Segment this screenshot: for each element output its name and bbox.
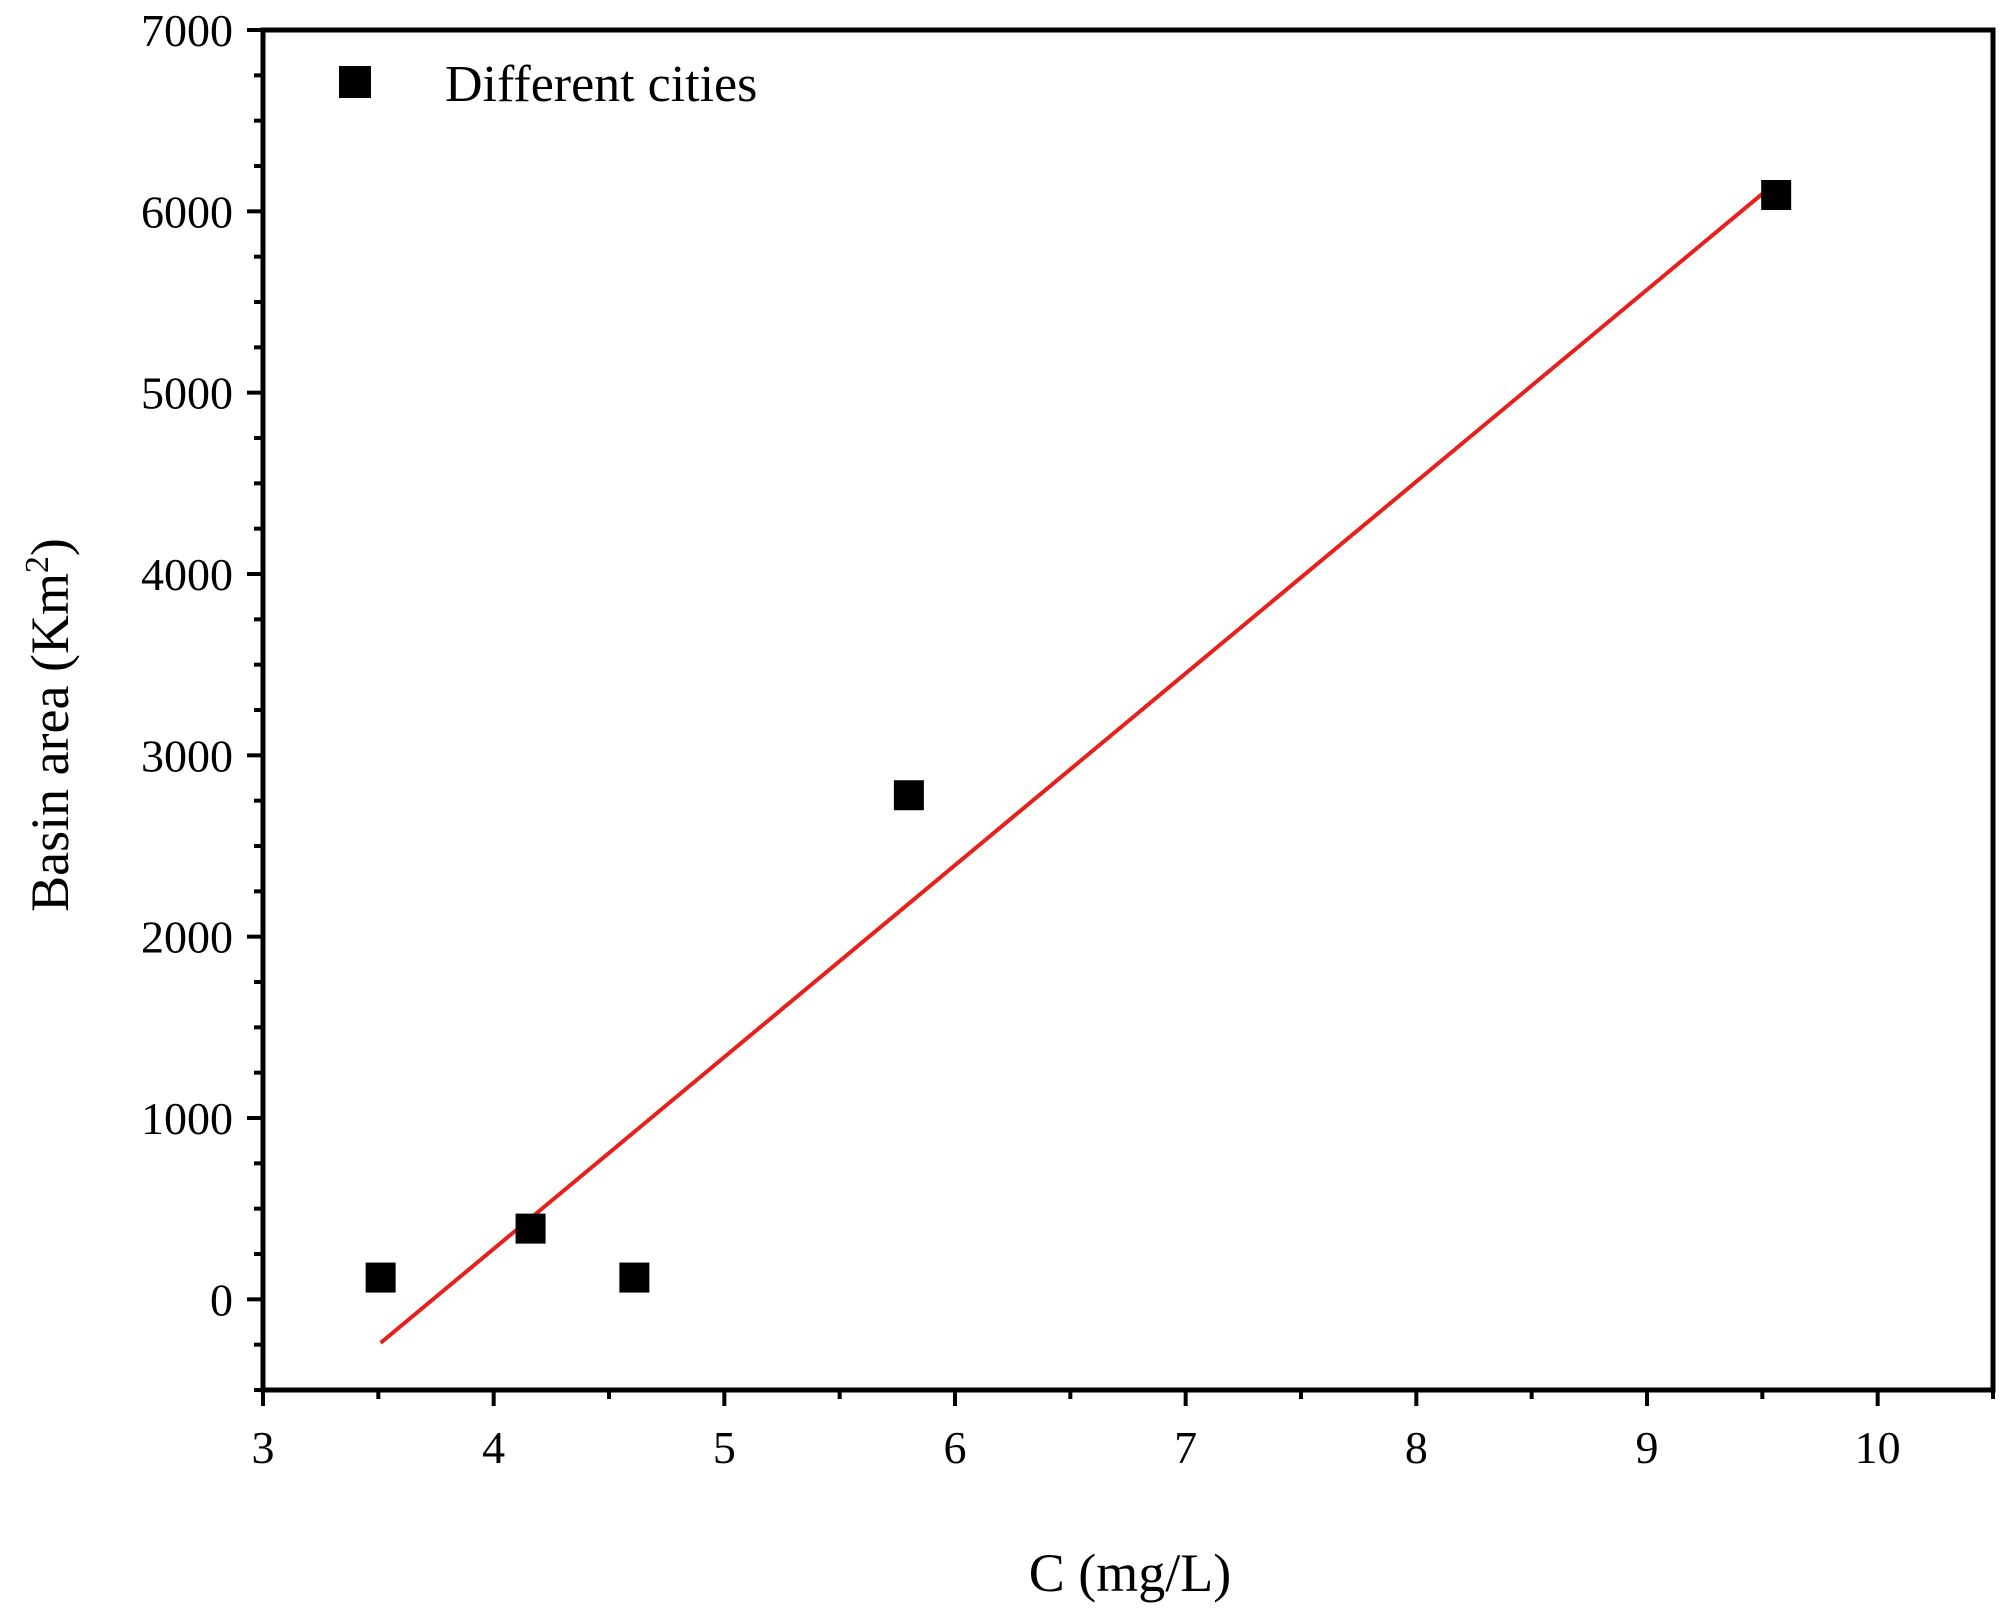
x-tick-label: 4	[482, 1422, 505, 1473]
y-tick-label: 5000	[141, 368, 233, 419]
y-axis-label: Basin area (Km2)	[19, 538, 80, 912]
x-tick-label: 6	[944, 1422, 967, 1473]
linear-fit-line	[379, 180, 1778, 1345]
x-axis-label: C (mg/L)	[1029, 1543, 1231, 1603]
data-point	[619, 1262, 650, 1293]
x-tick-label: 8	[1405, 1422, 1428, 1473]
y-axis-label-superscript: 2	[19, 556, 56, 573]
y-tick-label: 4000	[141, 549, 233, 600]
x-tick-label: 10	[1855, 1422, 1901, 1473]
data-point	[1761, 180, 1792, 211]
y-tick-label: 0	[210, 1274, 233, 1325]
y-tick-label: 3000	[141, 730, 233, 781]
legend-marker	[339, 66, 371, 98]
fit-line-group	[379, 180, 1778, 1345]
data-point	[365, 1262, 396, 1293]
y-tick-label: 6000	[141, 186, 233, 237]
x-tick-label: 9	[1636, 1422, 1659, 1473]
y-tick-label: 7000	[141, 5, 233, 56]
data-point	[515, 1213, 546, 1244]
y-axis-label-close: )	[20, 538, 80, 556]
data-points-group	[365, 180, 1792, 1293]
legend: Different cities	[339, 56, 757, 113]
y-tick-label: 1000	[141, 1093, 233, 1144]
legend-label: Different cities	[445, 56, 757, 113]
x-tick-label: 5	[713, 1422, 736, 1473]
axes-group: 3 4 5 6 7 8 9 10 0 1000 2000 3000 4000 5000 6000 7000	[141, 5, 1996, 1473]
plot-frame	[260, 27, 1996, 1393]
data-point	[893, 780, 924, 811]
x-tick-label: 7	[1174, 1422, 1197, 1473]
y-axis-label-main: Basin area (Km	[20, 573, 80, 912]
x-tick-label: 3	[252, 1422, 275, 1473]
y-tick-label: 2000	[141, 912, 233, 963]
